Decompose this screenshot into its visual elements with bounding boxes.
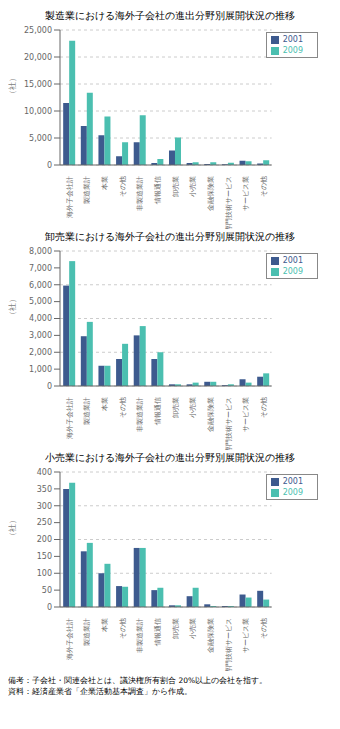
- html-text:2001: 2001: [282, 256, 303, 265]
- svg-text:非製造業計: 非製造業計: [136, 397, 144, 432]
- svg-text:製造業計: 製造業計: [83, 176, 91, 204]
- html-text:備考：子会社・関連会社とは、議決権所有割合 20%以上の会社: 備考：子会社・関連会社とは、議決権所有割合 20%以上の会社を指す。: [8, 676, 268, 685]
- svg-text:本業: 本業: [101, 397, 109, 411]
- svg-text:0: 0: [47, 603, 52, 612]
- svg-text:150: 150: [37, 552, 52, 561]
- svg-text:海外子会社計: 海外子会社計: [66, 176, 74, 218]
- svg-text:50: 50: [42, 586, 52, 595]
- svg-text:本業: 本業: [101, 176, 109, 190]
- svg-text:サービス業: サービス業: [242, 397, 250, 432]
- html-text:2009: 2009: [282, 46, 303, 55]
- svg-text:300: 300: [37, 502, 52, 511]
- svg-text:サービス業: サービス業: [242, 618, 250, 653]
- html-text:小売業における海外子会社の進出分野別展開状況の推移: 小売業における海外子会社の進出分野別展開状況の推移: [45, 452, 295, 463]
- svg-text:非製造業計: 非製造業計: [136, 176, 144, 211]
- svg-text:その他: その他: [119, 618, 127, 639]
- svg-text:専門技術サービス: 専門技術サービス: [225, 618, 233, 671]
- svg-text:海外子会社計: 海外子会社計: [66, 397, 74, 439]
- html-text:資料：経済産業省「企業活動基本調査」から作成。: 資料：経済産業省「企業活動基本調査」から作成。: [8, 687, 192, 696]
- html-text:卸売業における海外子会社の進出分野別展開状況の推移: 卸売業における海外子会社の進出分野別展開状況の推移: [45, 231, 295, 242]
- html-text:2009: 2009: [282, 267, 303, 276]
- svg-text:（社）: （社）: [8, 295, 17, 319]
- svg-text:6,000: 6,000: [29, 281, 52, 290]
- svg-text:その他: その他: [119, 397, 127, 418]
- svg-text:0: 0: [47, 382, 52, 391]
- svg-text:小売業: 小売業: [189, 397, 197, 418]
- svg-text:卸売業: 卸売業: [172, 618, 180, 639]
- html-text:2009: 2009: [282, 488, 303, 497]
- svg-text:25,000: 25,000: [24, 26, 52, 35]
- svg-text:海外子会社計: 海外子会社計: [66, 618, 74, 660]
- html-text:2001: 2001: [282, 477, 303, 486]
- svg-text:350: 350: [37, 485, 52, 494]
- svg-text:卸売業: 卸売業: [172, 397, 180, 418]
- svg-text:400: 400: [37, 468, 52, 477]
- html-text:製造業における海外子会社の進出分野別展開状況の推移: 製造業における海外子会社の進出分野別展開状況の推移: [45, 10, 295, 21]
- svg-text:金融保険業: 金融保険業: [207, 618, 215, 653]
- svg-text:その他: その他: [260, 397, 268, 418]
- svg-text:情報通信: 情報通信: [154, 397, 162, 426]
- svg-text:（社）: （社）: [8, 74, 17, 98]
- svg-text:製造業計: 製造業計: [83, 397, 91, 425]
- svg-text:（社）: （社）: [8, 516, 17, 540]
- svg-text:本業: 本業: [101, 618, 109, 632]
- svg-text:8,000: 8,000: [29, 247, 52, 256]
- svg-text:7,000: 7,000: [29, 264, 52, 273]
- svg-text:5,000: 5,000: [29, 297, 52, 306]
- html-text:2001: 2001: [282, 35, 303, 44]
- svg-text:100: 100: [37, 569, 52, 578]
- svg-text:5,000: 5,000: [29, 134, 52, 143]
- svg-text:その他: その他: [119, 176, 127, 197]
- svg-text:3,000: 3,000: [29, 331, 52, 340]
- svg-text:1,000: 1,000: [29, 365, 52, 374]
- svg-text:小売業: 小売業: [189, 618, 197, 639]
- svg-text:非製造業計: 非製造業計: [136, 618, 144, 653]
- svg-text:15,000: 15,000: [24, 80, 52, 89]
- svg-text:その他: その他: [260, 618, 268, 639]
- svg-text:小売業: 小売業: [189, 176, 197, 197]
- svg-text:0: 0: [47, 161, 52, 170]
- svg-text:卸売業: 卸売業: [172, 176, 180, 197]
- svg-text:その他: その他: [260, 176, 268, 197]
- svg-text:サービス業: サービス業: [242, 176, 250, 211]
- svg-text:20,000: 20,000: [24, 53, 52, 62]
- svg-text:金融保険業: 金融保険業: [207, 397, 215, 432]
- svg-text:4,000: 4,000: [29, 314, 52, 323]
- svg-text:200: 200: [37, 535, 52, 544]
- svg-text:10,000: 10,000: [24, 107, 52, 116]
- svg-text:情報通信: 情報通信: [154, 618, 162, 647]
- svg-text:2,000: 2,000: [29, 348, 52, 357]
- svg-text:製造業計: 製造業計: [83, 618, 91, 646]
- svg-text:情報通信: 情報通信: [154, 176, 162, 205]
- svg-text:金融保険業: 金融保険業: [207, 176, 215, 211]
- svg-text:専門技術サービス: 専門技術サービス: [225, 397, 233, 450]
- svg-text:250: 250: [37, 518, 52, 527]
- svg-text:専門技術サービス: 専門技術サービス: [225, 176, 233, 229]
